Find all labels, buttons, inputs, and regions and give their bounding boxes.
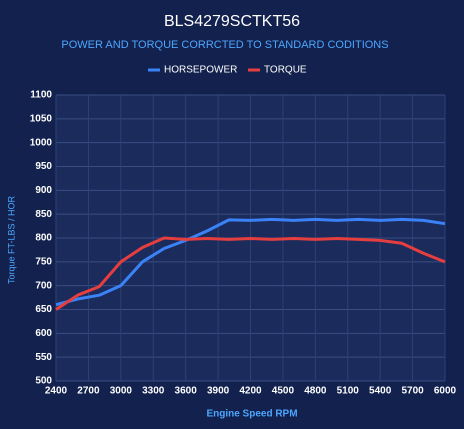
- x-tick-label: 3600: [175, 386, 198, 397]
- chart-title: BLS4279SCTKT56: [164, 13, 300, 30]
- y-tick-label: 500: [35, 376, 52, 387]
- x-tick-label: 2700: [77, 386, 100, 397]
- x-tick-label: 2400: [45, 386, 68, 397]
- series-line: [55, 217, 446, 307]
- y-tick-label: 900: [35, 185, 52, 196]
- y-tick-label: 700: [35, 280, 52, 291]
- series-line: [55, 236, 446, 311]
- x-tick-label: 5100: [337, 386, 360, 397]
- y-tick-label: 950: [35, 161, 52, 172]
- x-tick-label: 4200: [239, 386, 262, 397]
- legend-label: TORQUE: [264, 65, 307, 76]
- x-tick-label: 4800: [304, 386, 327, 397]
- x-tick-label: 6000: [434, 386, 457, 397]
- x-tick-label: 3300: [142, 386, 165, 397]
- y-tick-label: 800: [35, 233, 52, 244]
- chart-subtitle: POWER AND TORQUE CORRCTED TO STANDARD CO…: [61, 39, 388, 51]
- y-tick-label: 1050: [30, 113, 53, 124]
- y-tick-label: 550: [35, 352, 52, 363]
- y-tick-label: 650: [35, 304, 52, 315]
- x-axis-label: Engine Speed RPM: [206, 409, 297, 420]
- x-tick-label: 5700: [401, 386, 424, 397]
- x-tick-label: 3900: [207, 386, 230, 397]
- y-tick-label: 750: [35, 256, 52, 267]
- x-tick-label: 5400: [369, 386, 392, 397]
- y-axis-label: Torque FT-LBS / HOR: [6, 195, 16, 284]
- x-tick-label: 3000: [110, 386, 133, 397]
- legend-label: HORSEPOWER: [164, 65, 237, 76]
- y-tick-label: 600: [35, 328, 52, 339]
- y-tick-label: 1000: [30, 137, 53, 148]
- y-tick-label: 850: [35, 209, 52, 220]
- x-tick-label: 4500: [272, 386, 295, 397]
- y-tick-label: 1100: [30, 90, 52, 101]
